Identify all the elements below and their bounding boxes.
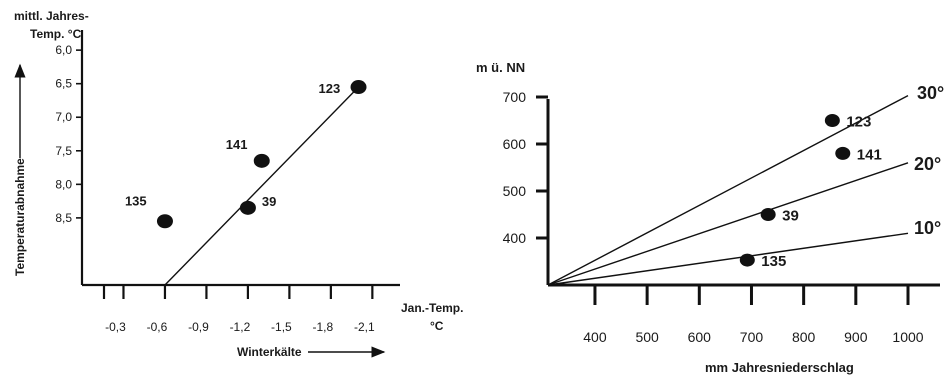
left-x-ticks: -0,3 -0,6 -0,9 -1,2 -1,5 -1,8 -2,1 — [102, 285, 375, 334]
right-x-tick-label: 500 — [635, 329, 659, 345]
right-point-141 — [835, 146, 851, 160]
right-x-tick-label: 400 — [583, 329, 607, 345]
left-point-141 — [253, 153, 270, 168]
left-x-tick-label: -0,3 — [105, 320, 126, 334]
left-y-ticks: 6,0 6,5 7,0 7,5 8,0 8,5 — [55, 43, 82, 225]
right-chart: 400 500 600 700 400 500 600 700 800 900 1000 30° 2… — [476, 60, 944, 375]
right-y-tick-label: 600 — [503, 136, 527, 152]
right-angle-lines: 30° 20° 10° — [547, 83, 944, 286]
left-x-tick-label: -1,2 — [230, 320, 251, 334]
left-y-tick-label: 7,0 — [55, 110, 72, 124]
right-line-label: 20° — [914, 154, 941, 174]
left-point-label: 39 — [262, 194, 276, 209]
right-x-tick-label: 700 — [740, 329, 764, 345]
left-point-label: 123 — [319, 81, 341, 96]
left-y-tick-label: 6,5 — [55, 77, 72, 91]
left-xlabel-right-top: Jan.-Temp. — [401, 301, 463, 315]
right-xlabel: mm Jahresniederschlag — [705, 360, 854, 375]
left-x-tick-label: -0,9 — [188, 320, 209, 334]
left-y-side-label: Temperaturabnahme — [13, 158, 27, 276]
left-chart: 6,06,57,07,58,08,5 -0,3 -0,6 -0,9 -1,2 -1,5-… — [13, 9, 463, 359]
left-points: 135 141 39 123 — [125, 80, 367, 229]
right-y-tick-label: 500 — [503, 183, 527, 199]
right-point-label: 39 — [782, 208, 799, 225]
left-x-tick-label: -0,6 — [147, 320, 168, 334]
left-ylabel-bottom: Temp. °C — [30, 27, 82, 41]
right-y-tick-label: 400 — [503, 230, 527, 246]
right-point-label: 135 — [761, 253, 786, 270]
right-line-10deg — [547, 232, 909, 286]
right-point-label: 141 — [857, 146, 882, 163]
left-point-label: 135 — [125, 193, 147, 208]
left-trend-line-path — [164, 86, 360, 286]
right-x-tick-label: 1000 — [892, 329, 923, 345]
right-x-tick-label: 600 — [688, 329, 712, 345]
right-points: 123 141 39 135 — [739, 114, 882, 270]
right-line-label: 30° — [917, 83, 944, 103]
right-x-tick-label: 800 — [792, 329, 816, 345]
right-y-ticks: 400 500 600 700 — [503, 89, 548, 246]
left-y-tick-label: 7,5 — [55, 144, 72, 158]
left-point-39 — [239, 200, 256, 215]
left-x-tick-label: -1,8 — [313, 320, 334, 334]
left-ylabel-top: mittl. Jahres- — [14, 9, 89, 23]
left-xlabel-bottom: Winterkälte — [237, 345, 302, 359]
left-xlabel-right-bottom: °C — [430, 319, 444, 333]
right-line-30deg — [547, 94, 909, 286]
left-x-tick-label: -1,5 — [271, 320, 292, 334]
right-line-20deg — [547, 162, 909, 286]
left-y-tick-label: 6,0 — [55, 43, 72, 57]
left-point-135 — [156, 214, 173, 229]
left-trend-line — [164, 86, 360, 286]
right-ylabel: m ü. NN — [476, 60, 525, 75]
left-point-label: 141 — [226, 137, 248, 152]
right-point-123 — [824, 114, 840, 127]
left-point-123 — [350, 80, 367, 95]
left-x-tick-label: -2,1 — [354, 320, 375, 334]
right-x-ticks: 400 500 600 700 800 900 1000 — [583, 285, 924, 345]
right-point-label: 123 — [846, 114, 871, 131]
right-point-39 — [760, 208, 776, 221]
left-y-tick-label: 8,0 — [55, 177, 72, 191]
right-y-tick-label: 700 — [503, 89, 527, 105]
right-x-tick-label: 900 — [844, 329, 868, 345]
left-y-tick-label: 8,5 — [55, 211, 72, 225]
right-point-135 — [739, 253, 755, 267]
right-line-label: 10° — [914, 218, 941, 238]
